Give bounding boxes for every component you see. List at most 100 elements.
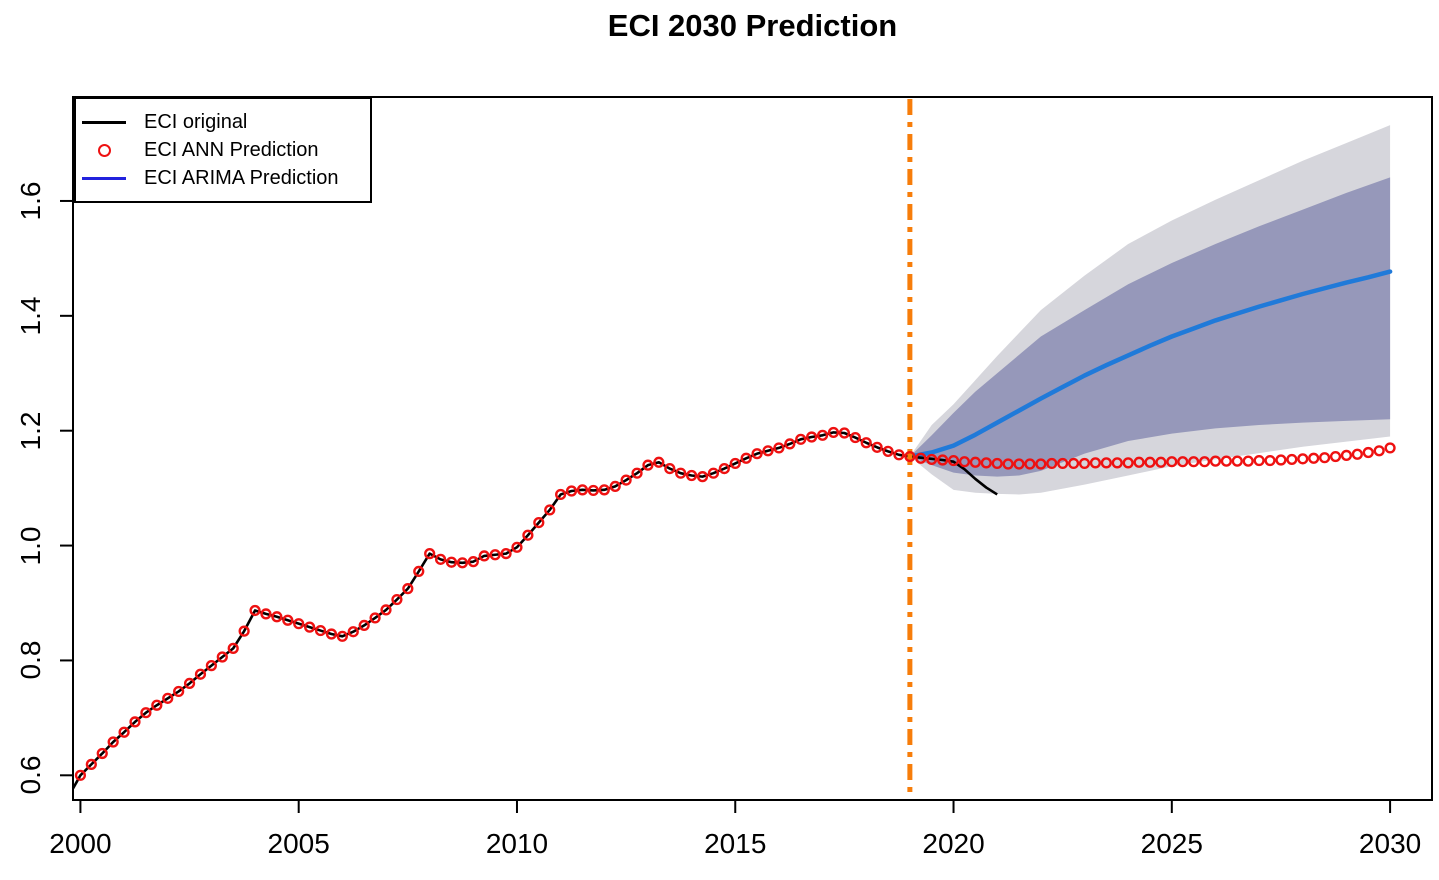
ann-point-marker [675,467,687,479]
ann-point-marker [740,452,752,464]
ann-point-marker [1067,457,1080,470]
ann-point-marker [598,484,610,496]
original-series-line [71,431,998,790]
y-tick-label: 1.0 [15,526,46,566]
ann-point-marker [555,488,567,501]
ann-point-marker [773,442,785,454]
ann-point-marker [1319,452,1331,464]
ann-prediction-points [74,426,1396,781]
ann-point-marker [74,769,87,781]
ann-point-marker [642,459,654,471]
ann-point-marker [478,550,490,562]
legend-label-arima: ECI ARIMA Prediction [144,166,339,189]
ann-point-marker [696,471,709,483]
ann-point-marker [849,431,861,444]
x-tick-label: 2000 [49,828,112,859]
ann-point-marker [336,630,348,642]
ann-point-marker [991,457,1003,470]
ann-point-marker [1013,458,1025,470]
ann-point-marker [314,624,327,637]
ann-point-marker [871,441,883,453]
ann-point-marker [500,548,512,560]
ann-point-marker [587,484,599,497]
ann-point-marker [293,618,305,630]
ann-point-marker [686,469,698,482]
x-tick-label: 2005 [267,828,330,859]
ann-point-marker [85,758,97,770]
ann-point-marker [707,467,720,479]
ann-point-marker [511,541,523,553]
ann-point-marker [806,431,818,443]
ann-point-marker [1035,458,1047,470]
ann-point-marker [304,621,316,633]
ann-point-marker [1046,457,1058,470]
legend-swatch-cell [76,143,132,157]
ann-point-marker [1100,457,1112,469]
ann-point-marker [1089,457,1102,469]
ann-point-marker [544,504,556,516]
ann-point-marker [1340,449,1353,461]
x-tick-label: 2020 [922,828,985,859]
ann-point-marker [205,660,217,672]
ann-point-marker [1111,457,1123,469]
ann-point-marker [129,716,141,728]
x-tick-label: 2030 [1358,828,1422,859]
ann-point-marker [325,628,338,640]
ann-point-marker [391,593,403,606]
ann-point-marker [162,692,174,704]
legend-item-original: ECI original [76,108,370,136]
ann-point-marker [533,516,545,529]
ann-point-marker [1329,450,1342,463]
ann-point-marker [151,699,163,711]
ann-point-marker [1253,454,1265,467]
ann-point-marker [1078,457,1091,470]
ann-point-marker [1308,452,1320,464]
ann-point-marker [369,612,381,624]
ann-point-marker [1275,454,1287,466]
original-line-swatch-icon [82,120,126,124]
ann-point-marker [958,456,971,468]
legend-box: ECI original ECI ANN Prediction ECI ARIM… [74,97,372,203]
ann-point-marker [489,549,501,561]
y-tick-label: 1.6 [15,181,46,221]
y-tick-label: 0.6 [15,755,46,795]
ann-point-marker [838,427,850,439]
ann-point-marker [347,626,359,638]
ann-point-marker [249,604,261,617]
ann-point-marker [358,619,370,631]
ann-point-marker [664,463,676,475]
ann-point-marker [1286,453,1298,466]
ann-point-marker [718,463,730,475]
ann-point-marker [216,651,228,663]
ann-point-marker [118,726,130,738]
ann-point-marker [1122,457,1134,469]
x-tick-label: 2025 [1140,828,1203,859]
ann-point-marker [260,608,272,620]
ann-point-marker [915,452,927,464]
ann-point-marker [183,677,196,690]
ann-point-marker [1177,456,1189,468]
ann-point-marker [565,485,578,497]
ann-point-marker [1024,458,1036,470]
ann-point-marker [522,529,534,541]
ann-point-marker [653,456,665,468]
ann-point-marker [282,614,294,626]
ann-point-marker [1155,456,1167,468]
y-tick-label: 1.4 [15,296,46,336]
x-tick-label: 2015 [704,828,767,859]
ann-point-marker [1133,456,1145,468]
ann-point-marker [1144,456,1156,468]
ann-point-marker [1384,442,1396,454]
ann-point-marker [1362,446,1374,459]
ann-point-marker [96,747,108,760]
ann-point-marker [620,474,632,486]
ann-point-marker [140,707,152,719]
plot-frame [72,96,1433,801]
ann-point-marker [424,548,436,560]
ann-point-marker [947,454,960,467]
ann-point-marker [937,454,949,466]
ann-circle-swatch-icon [97,143,111,157]
legend-label-original: ECI original [144,110,248,133]
ann-point-marker [795,433,807,445]
